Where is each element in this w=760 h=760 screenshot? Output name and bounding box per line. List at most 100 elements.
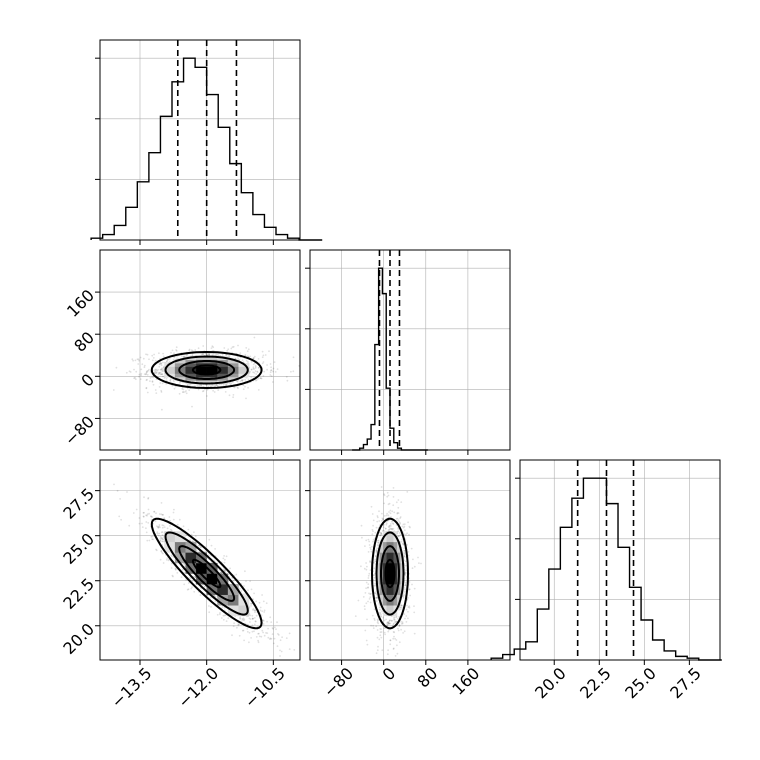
scatter-point — [245, 397, 247, 400]
scatter-point — [210, 606, 212, 608]
scatter-point — [377, 541, 380, 544]
scatter-point — [257, 632, 259, 635]
scatter-point — [250, 376, 253, 379]
scatter-point — [218, 569, 221, 572]
y-tick-label: 27.5 — [59, 484, 98, 523]
scatter-point — [370, 505, 373, 508]
scatter-point — [161, 534, 164, 537]
panel-frame — [99, 459, 301, 661]
scatter-point — [143, 366, 146, 369]
scatter-point — [173, 387, 176, 390]
scatter-point — [191, 586, 193, 589]
scatter-point — [193, 531, 195, 534]
scatter-point — [190, 533, 193, 536]
scatter-point — [158, 371, 160, 374]
scatter-point — [194, 385, 196, 387]
scatter-point — [277, 633, 279, 635]
scatter-point — [404, 584, 407, 586]
scatter-point — [404, 584, 406, 586]
scatter-point — [369, 593, 372, 596]
scatter-point — [393, 617, 395, 620]
scatter-point — [259, 609, 262, 612]
scatter-point — [252, 366, 255, 369]
scatter-point — [385, 514, 388, 517]
scatter-point — [397, 527, 399, 530]
scatter-point — [232, 580, 235, 582]
scatter-point — [405, 533, 407, 536]
scatter-point — [202, 345, 205, 347]
scatter-point — [254, 367, 257, 369]
scatter-point — [151, 380, 154, 383]
scatter-point — [403, 630, 406, 633]
density-cell — [196, 562, 207, 574]
scatter-point — [222, 383, 225, 386]
scatter-point — [373, 608, 376, 611]
scatter-point — [176, 523, 179, 526]
density-cell — [227, 373, 239, 378]
density-cell — [396, 552, 401, 564]
scatter-point — [390, 516, 392, 518]
scatter-point — [185, 392, 188, 395]
scatter-point — [288, 632, 291, 635]
scatter-point — [161, 382, 164, 385]
scatter-point — [392, 647, 395, 650]
scatter-point — [186, 353, 189, 356]
scatter-point — [206, 388, 209, 391]
scatter-point — [145, 387, 148, 389]
scatter-point — [221, 353, 224, 356]
y-tick-label: −80 — [61, 412, 98, 449]
density-cell — [390, 605, 394, 617]
density-cell — [393, 594, 398, 606]
scatter-point — [371, 528, 374, 531]
scatter-point — [399, 606, 401, 609]
scatter-point — [232, 396, 235, 399]
density-cell — [379, 584, 384, 595]
scatter-point — [183, 355, 186, 358]
scatter-point — [389, 639, 392, 642]
scatter-point — [254, 620, 257, 623]
scatter-point — [215, 384, 218, 387]
scatter-point — [132, 359, 135, 362]
scatter-point — [181, 387, 184, 390]
scatter-point — [161, 373, 163, 376]
panel-frame — [309, 459, 511, 661]
scatter-point — [133, 377, 136, 380]
scatter-point — [265, 602, 268, 605]
scatter-point — [365, 587, 367, 590]
contour-level-2 — [164, 355, 249, 385]
contour-level-1 — [178, 360, 236, 380]
scatter-point — [367, 600, 369, 603]
scatter-point — [379, 628, 382, 630]
scatter-point — [365, 581, 368, 584]
scatter-point — [375, 600, 378, 602]
scatter-point — [180, 576, 183, 579]
density-cell — [196, 370, 207, 374]
scatter-point — [201, 353, 204, 355]
scatter-point — [390, 525, 392, 527]
scatter-point — [408, 606, 411, 609]
scatter-point — [273, 361, 276, 363]
density-cell — [217, 376, 229, 381]
scatter-point — [250, 361, 253, 363]
scatter-point — [249, 621, 251, 623]
scatter-point — [376, 621, 379, 624]
scatter-point — [165, 382, 168, 385]
scatter-point — [397, 629, 400, 632]
density-cell — [217, 363, 229, 367]
scatter-point — [392, 523, 395, 525]
scatter-point — [148, 539, 151, 542]
scatter-point — [368, 598, 371, 600]
density-cell — [383, 552, 387, 564]
scatter-point — [372, 519, 375, 522]
scatter-point — [228, 356, 231, 358]
scatter-point — [403, 549, 405, 552]
scatter-point — [392, 496, 395, 498]
scatter-point — [247, 589, 249, 592]
scatter-point — [199, 546, 202, 549]
scatter-point — [392, 522, 394, 525]
scatter-point — [149, 380, 151, 382]
density-cell — [217, 594, 229, 606]
scatter-point — [152, 383, 155, 386]
scatter-point — [381, 649, 384, 652]
scatter-point — [396, 644, 398, 647]
